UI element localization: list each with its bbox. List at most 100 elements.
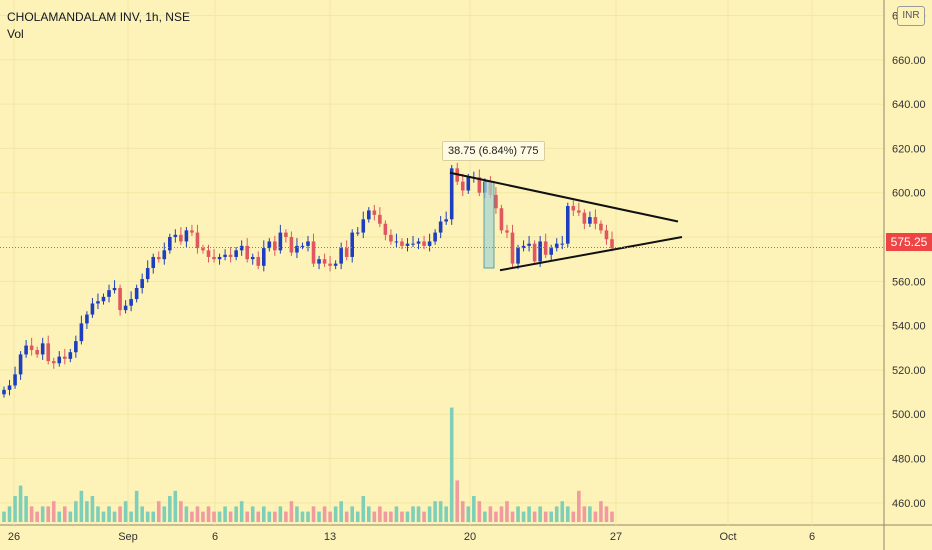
candle-body xyxy=(339,248,343,264)
candle-body xyxy=(460,181,465,191)
volume-bar xyxy=(234,506,238,522)
volume-bar xyxy=(85,501,89,522)
candle-body xyxy=(156,256,161,260)
x-tick-label: 13 xyxy=(324,531,336,543)
candle-body xyxy=(140,279,144,288)
candle-body xyxy=(273,241,277,251)
chart-header: CHOLAMANDALAM INV, 1h, NSE Vol xyxy=(7,10,190,41)
volume-bar xyxy=(190,511,194,522)
volume-bar xyxy=(472,496,476,522)
currency-badge[interactable]: INR xyxy=(897,6,925,26)
volume-bar xyxy=(577,490,581,522)
volume-bar xyxy=(433,501,437,522)
volume-bar xyxy=(79,490,84,522)
candle-body xyxy=(355,232,360,234)
candle-body xyxy=(422,241,426,246)
candle-body xyxy=(538,241,542,262)
candle-body xyxy=(278,232,283,251)
volume-bar xyxy=(339,501,343,522)
volume-bar xyxy=(40,506,45,522)
volume-bar xyxy=(217,511,222,522)
volume-bar xyxy=(112,511,117,522)
volume-bar xyxy=(267,511,272,522)
candle-body xyxy=(604,230,609,240)
volume-bar xyxy=(118,506,122,522)
candle-body xyxy=(411,243,415,245)
volume-bar xyxy=(477,501,482,522)
volume-bar xyxy=(311,506,316,522)
volume-bar xyxy=(156,501,161,522)
volume-bar xyxy=(284,511,288,522)
volume-bar xyxy=(256,511,261,522)
volume-bar xyxy=(317,511,321,522)
candle-body xyxy=(367,210,371,220)
candle-body xyxy=(85,314,89,324)
candle-body xyxy=(427,241,432,246)
volume-bar xyxy=(295,506,299,522)
volume-bar xyxy=(184,506,189,522)
volume-bar xyxy=(549,511,553,522)
x-tick-label: 6 xyxy=(212,531,218,543)
candle-body xyxy=(532,243,537,262)
candle-body xyxy=(13,374,17,386)
candle-body xyxy=(57,356,62,364)
candle-body xyxy=(228,254,233,257)
candle-body xyxy=(306,241,310,246)
candle-body xyxy=(317,259,321,264)
candle-body xyxy=(588,217,592,224)
volume-bar xyxy=(195,506,200,522)
candle-body xyxy=(361,219,366,233)
x-tick-label: Oct xyxy=(719,531,736,543)
candle-body xyxy=(499,208,504,231)
candle-body xyxy=(29,345,34,350)
volume-bar xyxy=(46,506,51,522)
candle-body xyxy=(289,237,294,253)
candle-body xyxy=(610,239,614,249)
y-tick-label: 460.00 xyxy=(892,498,926,510)
volume-bar xyxy=(383,511,388,522)
y-tick-label: 620.00 xyxy=(892,143,926,155)
candle-body xyxy=(206,250,211,257)
candle-body xyxy=(593,217,598,224)
volume-bar xyxy=(483,511,487,522)
volume-bar xyxy=(560,501,565,522)
volume-bar xyxy=(145,511,150,522)
candle-body xyxy=(18,354,23,375)
volume-bar xyxy=(565,506,570,522)
x-tick-label: Sep xyxy=(118,531,138,543)
candle-body xyxy=(129,299,133,306)
volume-bar xyxy=(168,496,172,522)
candle-body xyxy=(560,243,565,245)
volume-bar xyxy=(510,511,515,522)
volume-bar xyxy=(107,506,111,522)
volume-bar xyxy=(582,506,587,522)
volume-bar xyxy=(179,501,183,522)
candle-body xyxy=(173,234,178,238)
y-tick-label: 540.00 xyxy=(892,321,926,333)
volume-bar xyxy=(212,511,216,522)
last-price-badge: 575.25 xyxy=(886,233,932,251)
candle-body xyxy=(261,248,266,266)
volume-bar xyxy=(278,506,283,522)
candle-body xyxy=(378,214,382,224)
candle-body xyxy=(599,223,603,231)
x-tick-label: 27 xyxy=(610,531,622,543)
candle-body xyxy=(40,343,45,355)
candle-body xyxy=(295,245,299,253)
candle-body xyxy=(311,241,316,264)
volume-bar xyxy=(328,511,332,522)
volume-bar xyxy=(488,506,493,522)
volume-bar xyxy=(527,506,531,522)
volume-bar xyxy=(2,511,6,522)
candle-body xyxy=(256,256,261,266)
volume-bar xyxy=(245,511,249,522)
candle-body xyxy=(444,219,448,222)
volume-bar xyxy=(367,506,371,522)
volume-bar xyxy=(505,501,509,522)
volume-bar xyxy=(273,511,277,522)
volume-bar xyxy=(68,511,73,522)
candle-body xyxy=(466,177,471,191)
candle-body xyxy=(101,296,106,302)
candle-body xyxy=(389,234,393,242)
